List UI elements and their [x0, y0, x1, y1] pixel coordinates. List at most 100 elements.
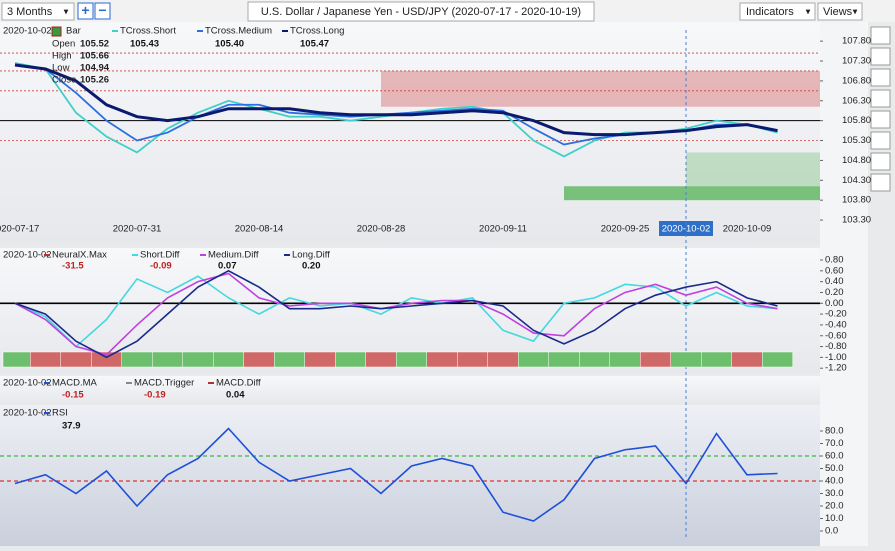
legend-label: TCross.Medium	[205, 26, 272, 37]
ohlc-label: Open	[52, 39, 75, 50]
signal-strip	[60, 351, 92, 368]
legend-readout: 105.43	[130, 39, 159, 50]
rsi-panel	[0, 405, 820, 546]
price-zone	[381, 70, 820, 107]
legend-label: Medium.Diff	[208, 250, 259, 261]
x-tick-label: 2020-08-28	[357, 224, 406, 235]
legend-readout: 37.9	[62, 421, 81, 432]
legend-label: MACD.MA	[52, 378, 98, 389]
x-tick-label: 2020-09-25	[601, 224, 650, 235]
y-tick-label: 0.40	[825, 276, 844, 287]
signal-strip	[152, 351, 183, 368]
x-tick-label: 2020-07-17	[0, 224, 39, 235]
signal-strip	[548, 351, 580, 368]
legend-readout: 105.47	[300, 39, 329, 50]
signal-strip	[182, 351, 214, 368]
ohlc-label: High	[52, 51, 72, 62]
y-tick-label: -0.20	[825, 309, 847, 320]
chart-title: U.S. Dollar / Japanese Yen - USD/JPY (20…	[261, 6, 581, 18]
y-tick-label: 50.0	[825, 463, 844, 474]
legend-label: TCross.Long	[290, 26, 344, 37]
legend-label: Long.Diff	[292, 250, 330, 261]
legend-label: TCross.Short	[120, 26, 176, 37]
x-tick-label: 2020-09-11	[479, 224, 527, 235]
y-tick-label: 30.0	[825, 488, 844, 499]
cursor-date: 2020-10-02	[3, 26, 52, 37]
signal-strip	[518, 351, 549, 368]
y-tick-label: 103.30	[842, 215, 871, 226]
legend-label: RSI	[52, 408, 68, 419]
signal-strip	[396, 351, 427, 368]
cursor-date: 2020-10-02	[3, 408, 52, 419]
signal-strip	[243, 351, 275, 368]
signal-strip	[426, 351, 458, 368]
ohlc-value: 104.94	[80, 63, 110, 74]
dropdown-arrow: ▾	[64, 7, 69, 18]
tool-button[interactable]	[870, 89, 891, 108]
signal-strip	[579, 351, 610, 368]
signal-strip	[335, 351, 366, 368]
tool-button[interactable]	[870, 110, 891, 129]
zoom-out-button[interactable]	[94, 2, 111, 20]
x-tick-label: 2020-07-31	[113, 224, 162, 235]
plus-icon: +	[81, 2, 89, 18]
legend-label: MACD.Trigger	[134, 378, 194, 389]
y-tick-label: -0.40	[825, 319, 847, 330]
signal-strip	[213, 351, 244, 368]
views-button[interactable]	[817, 2, 863, 21]
legend-readout: -0.09	[150, 261, 172, 272]
tool-button[interactable]	[870, 131, 891, 150]
legend-readout: -0.19	[144, 390, 166, 401]
signal-strip	[457, 351, 488, 368]
tool-button[interactable]	[870, 26, 891, 45]
legend-readout: 105.40	[215, 39, 244, 50]
price-panel	[0, 22, 820, 244]
y-tick-label: 105.80	[842, 115, 871, 126]
y-tick-label: 107.30	[842, 56, 871, 67]
dropdown-arrow: ▾	[806, 7, 811, 18]
range-select[interactable]	[1, 2, 75, 21]
y-tick-label: 10.0	[825, 513, 844, 524]
y-tick-label: 0.00	[825, 298, 844, 309]
signal-strip	[121, 351, 153, 368]
price-zone	[564, 186, 820, 201]
dropdown-arrow: ▾	[853, 7, 858, 18]
tool-button[interactable]	[870, 152, 891, 171]
y-tick-label: 70.0	[825, 438, 844, 449]
signal-strip	[365, 351, 397, 368]
tool-button[interactable]	[870, 173, 891, 192]
legend-label: Short.Diff	[140, 250, 180, 261]
y-tick-label: 107.80	[842, 36, 871, 47]
signal-strip	[670, 351, 702, 368]
ohlc-label: Low	[52, 63, 70, 74]
signal-strip	[274, 351, 305, 368]
series-line	[14, 427, 778, 522]
signal-strip	[30, 351, 61, 368]
y-tick-label: 80.0	[825, 426, 844, 437]
series-line	[14, 63, 778, 137]
y-tick-label: 20.0	[825, 501, 844, 512]
y-tick-label: -0.60	[825, 330, 847, 341]
cursor-date: 2020-10-02	[3, 378, 52, 389]
signal-strip	[2, 351, 31, 368]
y-tick-label: 0.20	[825, 287, 844, 298]
y-tick-label: 105.30	[842, 135, 871, 146]
range-text: 3 Months	[7, 6, 53, 18]
series-line	[14, 272, 778, 356]
y-tick-label: 104.80	[842, 155, 871, 166]
tool-button[interactable]	[870, 68, 891, 87]
title-box	[247, 1, 595, 22]
cursor-date: 2020-10-02	[3, 250, 52, 261]
y-tick-label: 103.80	[842, 195, 871, 206]
tool-button[interactable]	[870, 47, 891, 66]
zoom-in-button[interactable]	[77, 2, 94, 20]
signal-strip	[762, 351, 793, 368]
macd-panel	[0, 376, 820, 404]
minus-icon: −	[98, 2, 106, 18]
y-tick-label: 60.0	[825, 451, 844, 462]
legend-readout: -31.5	[62, 261, 84, 272]
y-tick-label: 104.30	[842, 175, 871, 186]
ohlc-value: 105.26	[80, 75, 109, 86]
indicators-button[interactable]	[739, 2, 816, 21]
